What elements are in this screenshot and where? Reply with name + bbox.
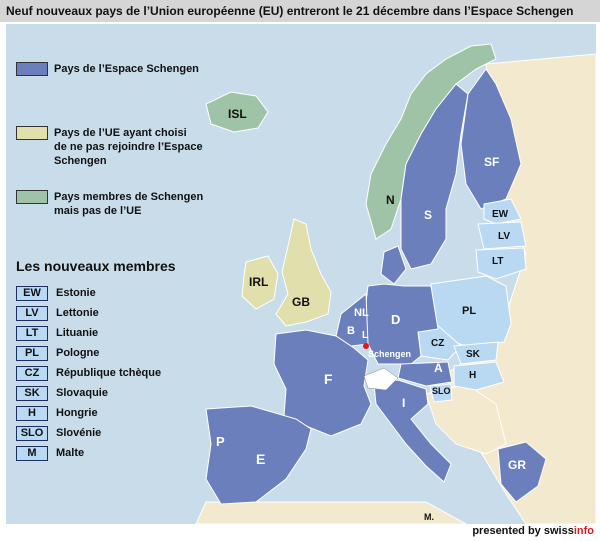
schengen-dot bbox=[363, 343, 369, 349]
legend-member-line2: mais pas de l’UE bbox=[54, 205, 142, 217]
country-greece bbox=[497, 441, 547, 503]
legend-member: Pays membres de Schengen mais pas de l’U… bbox=[54, 190, 203, 218]
legend-swatch-schengen bbox=[16, 62, 48, 76]
label-irl: IRL bbox=[249, 275, 268, 289]
label-d: D bbox=[391, 312, 400, 327]
country-lithuania bbox=[475, 247, 527, 280]
country-benelux bbox=[335, 292, 369, 347]
label-n: N bbox=[386, 193, 395, 207]
label-e: E bbox=[256, 451, 265, 467]
label-b: B bbox=[347, 325, 355, 337]
label-i: I bbox=[402, 396, 405, 410]
code-lv: LV bbox=[16, 306, 48, 321]
label-p: P bbox=[216, 434, 225, 449]
country-iberia bbox=[205, 405, 312, 505]
legend-ue-line2: de ne pas rejoindre l’Espace bbox=[54, 141, 203, 153]
label-lt: LT bbox=[492, 256, 503, 267]
code-lt: LT bbox=[16, 326, 48, 341]
label-schengen: Schengen bbox=[368, 349, 411, 359]
country-finland bbox=[460, 68, 522, 210]
code-cz: CZ bbox=[16, 366, 48, 381]
label-a: A bbox=[434, 361, 443, 375]
country-denmark bbox=[380, 245, 407, 285]
europe-map: ISL N S SF EW LV LT IRL GB NL B L D PL C… bbox=[6, 24, 596, 524]
footer-accent: info bbox=[573, 525, 594, 537]
legend-swatch-ue bbox=[16, 126, 48, 140]
country-italy bbox=[373, 379, 452, 483]
land-north-africa bbox=[195, 501, 467, 524]
label-h: H bbox=[469, 370, 476, 381]
name-pologne: Pologne bbox=[56, 347, 100, 359]
country-france bbox=[273, 329, 372, 437]
label-pl: PL bbox=[462, 305, 476, 317]
name-estonie: Estonie bbox=[56, 287, 96, 299]
legend-schengen: Pays de l’Espace Schengen bbox=[54, 63, 199, 75]
label-f: F bbox=[324, 371, 333, 387]
label-nl: NL bbox=[354, 307, 369, 319]
legend-ue-line1: Pays de l’UE ayant choisi bbox=[54, 127, 187, 139]
legend-member-line1: Pays membres de Schengen bbox=[54, 191, 204, 203]
name-malte: Malte bbox=[56, 447, 85, 459]
code-h: H bbox=[16, 406, 48, 421]
label-s: S bbox=[424, 208, 432, 222]
label-cz: CZ bbox=[431, 338, 444, 349]
name-slovaquie: Slovaquie bbox=[56, 387, 108, 399]
country-slovakia bbox=[453, 341, 499, 365]
country-great-britain bbox=[275, 218, 332, 327]
country-ireland bbox=[241, 255, 279, 310]
code-ew: EW bbox=[16, 286, 48, 301]
country-hungary bbox=[453, 361, 505, 391]
code-sk: SK bbox=[16, 386, 48, 401]
country-iceland bbox=[205, 91, 269, 133]
label-l: L bbox=[362, 330, 368, 341]
label-sf: SF bbox=[484, 155, 499, 169]
label-sk: SK bbox=[466, 349, 481, 360]
legend-ue-line3: Schengen bbox=[54, 155, 107, 167]
name-republique-tcheque: République tchèque bbox=[56, 367, 162, 379]
label-gr: GR bbox=[508, 458, 526, 472]
label-ew: EW bbox=[492, 209, 509, 220]
map-labels: ISL N S SF EW LV LT IRL GB NL B L D PL C… bbox=[216, 107, 526, 522]
label-isl: ISL bbox=[228, 107, 247, 121]
map-title: Neuf nouveaux pays de l’Union européenne… bbox=[0, 0, 600, 22]
label-m: M. bbox=[424, 512, 434, 522]
footer-prefix: presented by swiss bbox=[472, 525, 574, 537]
country-austria bbox=[397, 361, 453, 387]
footer-credit: presented by swissinfo bbox=[472, 525, 594, 537]
country-estonia bbox=[483, 198, 522, 225]
country-slovenia bbox=[429, 383, 453, 403]
legend-swatch-member bbox=[16, 190, 48, 204]
name-slovenie: Slovénie bbox=[56, 427, 102, 439]
label-lv: LV bbox=[498, 231, 510, 242]
label-slo: SLO bbox=[432, 386, 451, 396]
country-switzerland bbox=[363, 367, 399, 391]
legend-ue: Pays de l’UE ayant choisi de ne pas rejo… bbox=[54, 126, 203, 168]
name-hongrie: Hongrie bbox=[56, 407, 98, 419]
name-lettonie: Lettonie bbox=[56, 307, 99, 319]
country-latvia bbox=[477, 221, 527, 250]
label-gb: GB bbox=[292, 295, 310, 309]
code-slo: SLO bbox=[16, 426, 48, 441]
code-pl: PL bbox=[16, 346, 48, 361]
country-sweden bbox=[400, 83, 469, 270]
code-m: M bbox=[16, 446, 48, 461]
new-members-title: Les nouveaux membres bbox=[16, 258, 176, 274]
name-lituanie: Lituanie bbox=[56, 327, 99, 339]
